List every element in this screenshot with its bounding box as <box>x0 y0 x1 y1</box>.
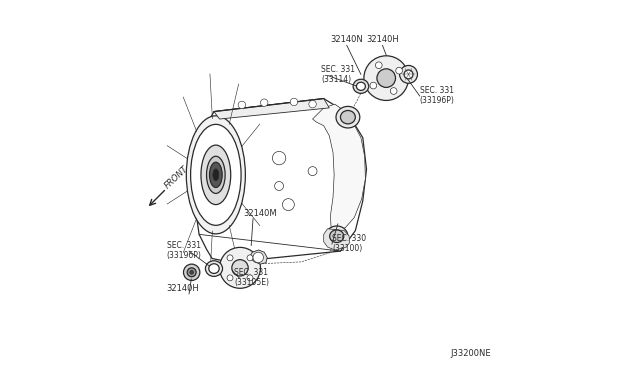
Text: 32140M: 32140M <box>244 209 277 218</box>
Ellipse shape <box>207 156 225 193</box>
Polygon shape <box>250 250 267 264</box>
Ellipse shape <box>213 169 219 181</box>
Circle shape <box>227 275 233 281</box>
Polygon shape <box>214 99 330 119</box>
Text: (33114): (33114) <box>321 76 351 84</box>
Ellipse shape <box>205 261 223 276</box>
Text: FRONT: FRONT <box>163 164 190 190</box>
Circle shape <box>260 99 268 106</box>
Polygon shape <box>312 104 365 231</box>
Circle shape <box>253 252 264 263</box>
Circle shape <box>291 98 298 106</box>
Text: (33196P): (33196P) <box>167 251 202 260</box>
Text: SEC. 331: SEC. 331 <box>234 268 268 277</box>
Text: (33196P): (33196P) <box>420 96 454 105</box>
Text: (33105E): (33105E) <box>234 278 269 287</box>
Ellipse shape <box>330 230 344 243</box>
Ellipse shape <box>209 264 219 273</box>
Circle shape <box>238 101 246 109</box>
Circle shape <box>308 167 317 176</box>
Circle shape <box>377 69 396 87</box>
Text: SEC. 331: SEC. 331 <box>420 86 454 95</box>
Ellipse shape <box>191 124 241 225</box>
Circle shape <box>364 56 408 100</box>
Circle shape <box>232 260 248 276</box>
Text: SEC. 331: SEC. 331 <box>167 241 201 250</box>
Circle shape <box>190 270 193 274</box>
Ellipse shape <box>201 145 231 205</box>
Circle shape <box>273 151 286 165</box>
Circle shape <box>370 82 377 89</box>
Circle shape <box>247 275 253 281</box>
Circle shape <box>404 70 413 79</box>
Circle shape <box>390 88 397 94</box>
Circle shape <box>220 247 260 288</box>
Circle shape <box>396 67 403 74</box>
Circle shape <box>399 65 417 83</box>
Circle shape <box>309 100 316 108</box>
Circle shape <box>282 199 294 211</box>
Text: SEC. 330: SEC. 330 <box>332 234 366 243</box>
Ellipse shape <box>353 79 369 93</box>
Ellipse shape <box>186 116 245 234</box>
Ellipse shape <box>340 110 355 124</box>
Ellipse shape <box>356 82 365 90</box>
Circle shape <box>227 255 233 261</box>
Text: J33200NE: J33200NE <box>450 349 491 358</box>
Text: (33100): (33100) <box>332 244 362 253</box>
Polygon shape <box>324 229 349 250</box>
Circle shape <box>247 255 253 261</box>
Text: SEC. 331: SEC. 331 <box>321 65 355 74</box>
Circle shape <box>187 268 196 277</box>
Text: 32140N: 32140N <box>330 35 363 44</box>
Ellipse shape <box>326 226 348 247</box>
Text: 32140H: 32140H <box>366 35 399 44</box>
Ellipse shape <box>336 106 360 128</box>
Ellipse shape <box>209 162 222 187</box>
Circle shape <box>184 264 200 280</box>
Polygon shape <box>191 99 367 262</box>
Circle shape <box>275 182 284 190</box>
Text: 32140H: 32140H <box>167 284 200 293</box>
Circle shape <box>376 62 382 68</box>
